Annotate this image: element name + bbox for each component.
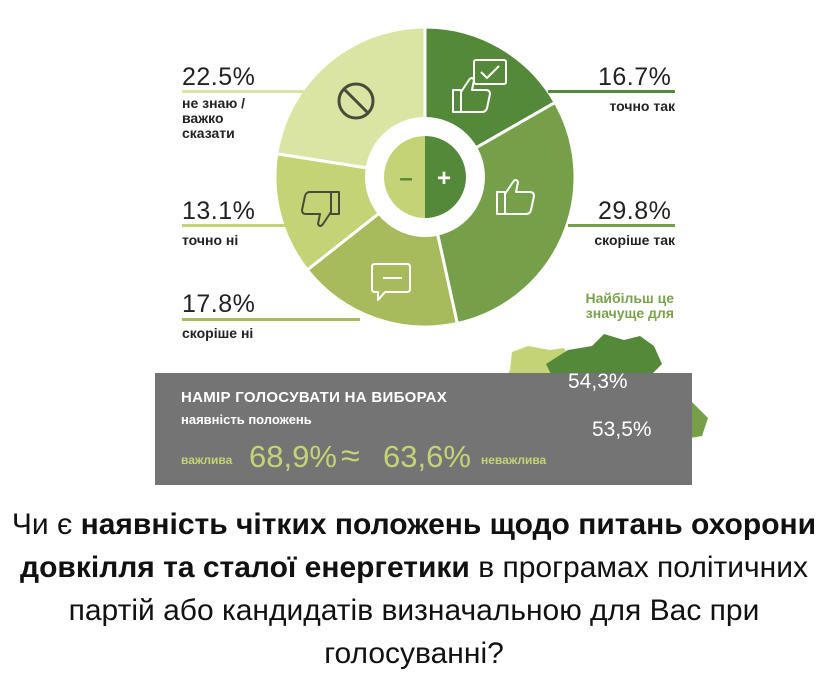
banner-left-value: 68,9% [249, 439, 337, 474]
pct-label-definitely-no: 13.1% [182, 197, 256, 225]
pct-label-definitely-yes: 16.7% [598, 63, 672, 91]
pct-label-rather-yes: 29.8% [598, 197, 672, 225]
survey-question: Чи є наявність чітких положень щодо пита… [0, 503, 828, 675]
map-value-north: 54,3% [568, 370, 628, 393]
map-value-south: 53,5% [592, 418, 652, 441]
banner-left-label: важлива [181, 453, 233, 467]
voting-intent-banner: НАМІР ГОЛОСУВАТИ НА ВИБОРАХ наявність по… [155, 373, 692, 485]
center-minus-symbol: – [399, 165, 412, 192]
banner-title: НАМІР ГОЛОСУВАТИ НА ВИБОРАХ [181, 389, 448, 406]
prohibited-icon [337, 82, 375, 120]
center-plus-half [425, 136, 466, 218]
banner-right-value: 63,6% [383, 439, 471, 474]
banner-subtitle: наявність положень [181, 412, 312, 427]
center-plus-symbol: + [437, 165, 451, 192]
category-label-dont-know: не знаю / важко сказати [182, 95, 246, 141]
pct-label-rather-no: 17.8% [182, 290, 256, 318]
leader-line-rather-yes [568, 224, 675, 227]
question-part2: в програмах політичних партій або кандид… [68, 551, 808, 670]
thumbs-up-check-icon [452, 59, 507, 113]
category-label-rather-yes: скоріше так [594, 232, 675, 248]
category-label-definitely-no: точно ні [182, 232, 239, 248]
thumbs-up-icon [496, 179, 535, 215]
banner-right-label: неважлива [481, 453, 547, 467]
leader-line-rather-no [182, 318, 360, 321]
pct-label-dont-know: 22.5% [182, 63, 256, 91]
map-title: Найбільш це значуще для [585, 290, 675, 321]
leader-line-dont-know [182, 90, 304, 93]
leader-line-definitely-yes [548, 90, 675, 93]
pie-center: – + [365, 117, 485, 237]
center-minus-half [384, 136, 425, 218]
speech-bubble-icon [371, 263, 411, 301]
leader-line-definitely-no [182, 224, 290, 227]
banner-approx-sign: ≈ [341, 437, 360, 475]
thumbs-down-icon [301, 191, 340, 227]
question-part1: Чи є [11, 508, 81, 541]
category-label-definitely-yes: точно так [609, 98, 675, 114]
question-bold: наявність чітких положень щодо питань ох… [20, 508, 817, 584]
category-label-rather-no: скоріше ні [182, 325, 254, 341]
